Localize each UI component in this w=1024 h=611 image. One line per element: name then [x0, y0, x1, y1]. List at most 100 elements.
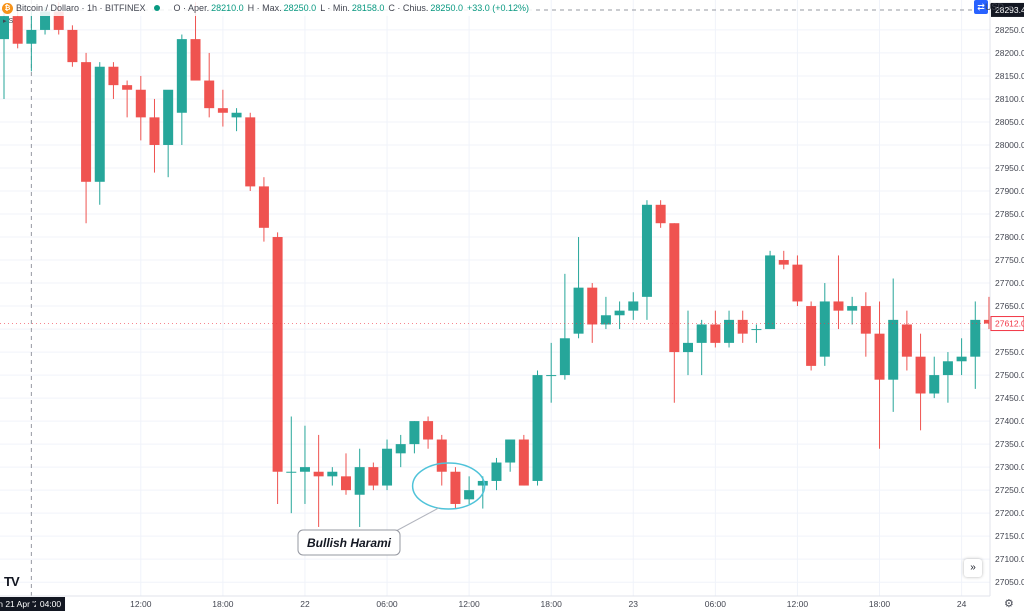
candle-body [53, 11, 64, 30]
symbol-title[interactable]: Bitcoin / Dollaro · 1h · BITFINEX [16, 3, 146, 13]
candle-body [477, 480, 488, 486]
candle-body [436, 439, 447, 472]
candle [614, 301, 625, 330]
candle [559, 273, 570, 380]
candle-body [204, 80, 215, 109]
candle [94, 62, 105, 205]
candle-body [901, 324, 912, 357]
candle-body [341, 476, 351, 491]
candle-body [792, 264, 803, 302]
candle-body [806, 306, 817, 366]
candle-body [942, 361, 953, 376]
candle [518, 434, 529, 486]
price-tick-label: 28200.0 [995, 48, 1024, 58]
candle-body [94, 66, 105, 182]
candle-body [108, 66, 119, 86]
last-price-label: 27612.0 [995, 319, 1024, 329]
candle-body [163, 89, 174, 145]
candle-body [600, 315, 611, 325]
candle [450, 467, 461, 509]
candle [217, 89, 228, 127]
candle-body [354, 467, 365, 495]
candle [641, 200, 652, 320]
candle-body [628, 301, 639, 311]
flag-icon[interactable]: ▸ S [3, 18, 14, 25]
candle [806, 301, 817, 371]
price-tick-label: 28150.0 [995, 71, 1024, 81]
time-tick-label: 06:00 [376, 599, 398, 609]
candle-body [368, 467, 379, 486]
candle [600, 296, 611, 330]
price-tick-label: 28050.0 [995, 117, 1024, 127]
candle [436, 434, 447, 486]
time-tick-label: 23 [629, 599, 639, 609]
price-tick-label: 27050.0 [995, 577, 1024, 587]
candle-body [888, 319, 899, 380]
candle [778, 250, 789, 270]
candle-body [847, 306, 858, 311]
candle [382, 439, 393, 491]
candle [874, 301, 885, 449]
time-axis-bg [0, 596, 990, 611]
candle-body [573, 287, 584, 334]
price-tick-label: 27800.0 [995, 232, 1024, 242]
time-tick-label: 24 [957, 599, 967, 609]
compare-icon[interactable]: ⇄ [974, 0, 988, 14]
candle-body [641, 204, 652, 297]
candle-body [299, 467, 310, 472]
candle-body [505, 439, 516, 463]
candle-body [559, 338, 570, 376]
candle [423, 416, 434, 449]
change-value: +33.0 (+0.12%) [466, 3, 530, 13]
gear-icon[interactable]: ⚙ [1004, 598, 1014, 610]
time-tick-label: 22 [300, 599, 310, 609]
price-tick-label: 27300.0 [995, 462, 1024, 472]
candle-body [26, 29, 37, 44]
candle-body [929, 375, 940, 394]
candle-body [983, 319, 994, 324]
candle-body [450, 471, 461, 504]
candle [669, 223, 680, 403]
candle [67, 25, 78, 67]
crosshair-time-label: 04:00 [40, 599, 62, 609]
high-value: 28250.0 [283, 3, 317, 13]
candles [0, 2, 994, 527]
candle-body [874, 333, 885, 380]
candle [204, 52, 215, 118]
candle-body [710, 324, 721, 343]
last-price-box [990, 316, 1024, 332]
time-tick-label: 18:00 [869, 599, 891, 609]
crosshair-price-box [991, 2, 1024, 17]
time-tick-label: 12:00 [458, 599, 480, 609]
time-tick-label: 06:00 [705, 599, 727, 609]
candle-body [956, 356, 967, 362]
price-tick-label: 27850.0 [995, 209, 1024, 219]
candle [464, 476, 475, 504]
candle [956, 338, 967, 376]
scroll-to-realtime-icon[interactable]: » [964, 559, 982, 577]
open-label: O · Aper. [173, 3, 210, 13]
close-value: 28250.0 [430, 3, 463, 13]
candle [587, 283, 598, 343]
candle-body [327, 471, 338, 477]
candle-body [833, 301, 844, 311]
price-tick-label: 27150.0 [995, 531, 1024, 541]
candle [696, 319, 707, 376]
candle [149, 98, 160, 173]
candle [737, 310, 748, 343]
candle-body [286, 471, 297, 473]
time-tick-label: 18:00 [212, 599, 234, 609]
candle-body [395, 444, 406, 454]
crosshair [0, 0, 990, 596]
currency-selector[interactable]: USD ▼ [985, 2, 1014, 12]
time-axis[interactable]: ven 21 Apr '2304:00 12:00 18:00 22 06:00 12:0… [0, 595, 990, 611]
tradingview-logo-icon[interactable]: TV [4, 574, 20, 589]
crosshair-time-label: ven 21 Apr '23 [0, 599, 44, 609]
candle-body [190, 39, 201, 81]
candle-body [751, 329, 762, 331]
candle-body [970, 319, 981, 357]
price-tick-label: 28250.0 [995, 25, 1024, 35]
annotation-ellipse [411, 462, 486, 510]
